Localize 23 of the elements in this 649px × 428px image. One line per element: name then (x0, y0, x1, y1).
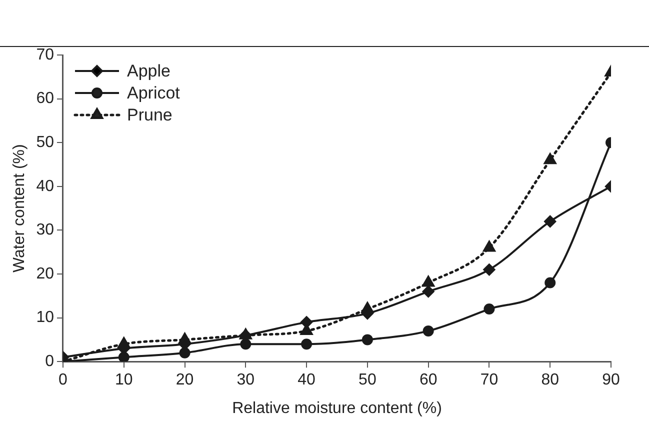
legend-label: Prune (126, 106, 172, 125)
x-tick-label: 20 (176, 372, 194, 389)
legend-label: Apple (126, 62, 170, 81)
x-tick-label: 80 (541, 372, 560, 389)
y-tick-label: 60 (36, 90, 54, 108)
x-tick-label: 40 (298, 372, 316, 389)
x-axis-title: Relative moisture content (%) (232, 400, 442, 417)
y-tick-label: 40 (36, 178, 54, 195)
y-tick-label: 30 (36, 222, 54, 239)
y-tick-label: 70 (36, 46, 54, 64)
x-tick-label: 60 (419, 372, 438, 389)
y-axis-title: Water content (%) (11, 144, 28, 272)
x-tick-label: 70 (480, 372, 498, 389)
y-tick-label: 10 (36, 309, 54, 326)
legend-label: Apricot (126, 84, 180, 103)
y-tick-label: 20 (36, 265, 54, 282)
x-tick-label: 90 (602, 372, 620, 389)
x-tick-label: 50 (358, 372, 376, 389)
y-tick-label: 50 (36, 134, 54, 152)
x-tick-label: 10 (114, 372, 133, 389)
x-tick-label: 0 (58, 372, 68, 389)
y-tick-label: 0 (45, 353, 54, 370)
x-tick-label: 30 (236, 372, 255, 389)
